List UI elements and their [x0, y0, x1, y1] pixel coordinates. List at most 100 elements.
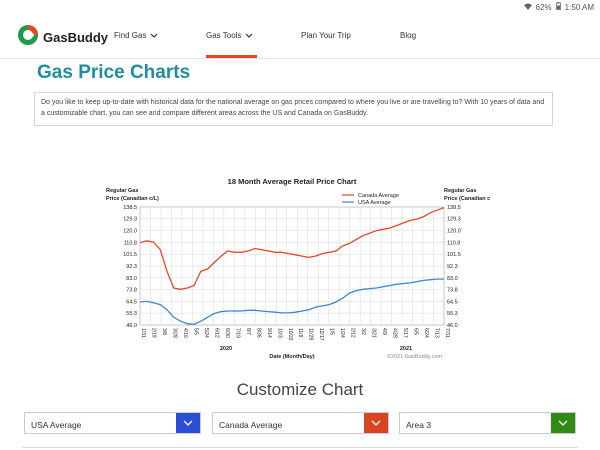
battery-icon — [555, 2, 561, 12]
battery-level: 62% — [535, 2, 552, 12]
x-tick-label: 2/19 — [150, 328, 156, 338]
x-tick-label: 10/22 — [287, 328, 293, 341]
y-tick-label-right: 92.3 — [447, 264, 458, 270]
x-tick-label: 4/16 — [182, 328, 188, 338]
y-axis-label-right: Price (Canadian c — [444, 196, 490, 202]
gasbuddy-logo-icon — [17, 24, 39, 51]
x-tick-label: 3/8 — [161, 328, 167, 335]
status-bar: 62% 1:50 AM — [0, 0, 600, 14]
nav-blog[interactable]: Blog — [400, 31, 416, 40]
x-tick-label: 6/5 — [413, 328, 419, 335]
divider — [22, 447, 578, 448]
chevron-down-icon — [558, 420, 568, 426]
area-select-2-value: Canada Average — [219, 420, 283, 430]
x-tick-label: 6/30 — [224, 328, 230, 338]
clock: 1:50 AM — [564, 2, 594, 12]
area-select-1[interactable]: USA Average — [24, 412, 201, 434]
x-tick-label: 7/19 — [234, 328, 240, 338]
y-tick-label-left: 110.8 — [124, 240, 137, 246]
top-navigation: GasBuddy Find Gas Gas Tools Plan Your Tr… — [0, 14, 600, 59]
x-tick-label: 6/12 — [213, 328, 219, 338]
legend-label: Canada Average — [358, 193, 399, 199]
series-line-canada-average — [139, 206, 445, 290]
year-label: 2021 — [400, 346, 412, 352]
nav-gas-tools[interactable]: Gas Tools — [206, 31, 253, 40]
year-label: 2020 — [220, 346, 232, 352]
nav-plan-your-trip[interactable]: Plan Your Trip — [301, 31, 351, 40]
y-tick-label-left: 73.8 — [126, 288, 137, 294]
area-select-3-value: Area 3 — [406, 420, 432, 430]
x-tick-label: 4/28 — [392, 328, 398, 338]
y-tick-label-left: 129.3 — [123, 217, 137, 223]
x-tick-label: 4/9 — [381, 328, 387, 335]
y-tick-label-left: 83.0 — [126, 276, 137, 282]
y-tick-label-left: 92.3 — [126, 264, 137, 270]
y-tick-label-left: 55.3 — [126, 311, 137, 317]
area-select-3-dropdown-button[interactable] — [551, 413, 575, 433]
y-axis-label-left: Price (Canadian c/L) — [106, 196, 159, 202]
chart-title: 18 Month Average Retail Price Chart — [228, 177, 357, 186]
area-select-2-dropdown-button[interactable] — [364, 413, 388, 433]
brand-name: GasBuddy — [43, 30, 109, 45]
page-title: Gas Price Charts — [37, 62, 191, 83]
y-tick-label-right: 120.0 — [447, 229, 461, 235]
x-tick-label: 2/12 — [350, 328, 356, 338]
nav-find-gas[interactable]: Find Gas — [114, 31, 158, 40]
x-tick-label: 1/24 — [339, 328, 345, 338]
chart-credit: ©2021 GasBuddy.com — [387, 353, 442, 360]
x-tick-label: 9/14 — [266, 328, 272, 338]
active-tab-indicator — [206, 55, 257, 58]
area-select-1-value: USA Average — [31, 420, 82, 430]
nav-plan-your-trip-label: Plan Your Trip — [301, 31, 351, 40]
x-tick-label: 1/31 — [140, 328, 146, 338]
gasbuddy-logo[interactable]: GasBuddy — [17, 24, 108, 51]
x-tick-label: 8/7 — [245, 328, 251, 335]
x-axis-label: Date (Month/Day) — [269, 354, 314, 360]
x-tick-label: 1/5 — [329, 328, 335, 335]
nav-blog-label: Blog — [400, 31, 417, 40]
y-tick-label-right: 138.5 — [447, 205, 461, 211]
x-tick-label: 7/31 — [444, 328, 450, 338]
wifi-icon — [523, 3, 532, 12]
price-chart: 18 Month Average Retail Price Chart Regul… — [106, 177, 490, 360]
y-tick-label-right: 55.3 — [447, 311, 458, 317]
y-tick-label-left: 64.5 — [126, 299, 137, 305]
y-tick-label-right: 101.5 — [447, 252, 461, 258]
chevron-down-icon — [245, 31, 253, 40]
series-line-usa-average — [139, 278, 444, 326]
x-tick-label: 3/2 — [360, 328, 366, 335]
x-tick-label: 3/21 — [371, 328, 377, 338]
y-tick-label-left: 138.5 — [123, 205, 137, 211]
x-tick-label: 6/24 — [423, 328, 429, 338]
area-select-1-dropdown-button[interactable] — [176, 413, 200, 433]
intro-text: Do you like to keep up-to-date with hist… — [34, 92, 553, 126]
x-tick-label: 5/24 — [203, 328, 209, 338]
x-tick-label: 5/5 — [192, 328, 198, 335]
area-select-2[interactable]: Canada Average — [212, 412, 389, 434]
chevron-down-icon — [371, 420, 381, 426]
x-tick-label: 11/28 — [308, 328, 314, 340]
customize-heading: Customize Chart — [236, 380, 364, 399]
y-axis-label-right: Regular Gas — [444, 188, 476, 194]
chevron-down-icon — [183, 420, 193, 426]
nav-find-gas-label: Find Gas — [114, 31, 147, 40]
x-tick-label: 5/17 — [402, 328, 408, 338]
x-tick-label: 3/28 — [171, 328, 177, 338]
legend-label: USA Average — [358, 200, 391, 206]
x-tick-label: 10/3 — [276, 328, 282, 338]
y-tick-label-left: 120.0 — [123, 229, 137, 235]
y-tick-label-right: 129.3 — [447, 217, 461, 223]
y-tick-label-right: 64.5 — [447, 299, 458, 305]
area-select-3[interactable]: Area 3 — [399, 412, 576, 434]
x-tick-label: 12/17 — [318, 328, 324, 341]
x-tick-label: 11/9 — [297, 328, 303, 338]
y-tick-label-left: 101.5 — [123, 252, 137, 258]
x-tick-label: 7/13 — [434, 328, 440, 338]
y-tick-label-right: 83.0 — [447, 276, 458, 282]
y-axis-label-left: Regular Gas — [106, 188, 138, 194]
y-tick-label-right: 46.0 — [447, 323, 458, 329]
chevron-down-icon — [150, 31, 158, 40]
y-tick-label-left: 46.0 — [126, 323, 137, 329]
x-tick-label: 8/26 — [255, 328, 261, 338]
y-tick-label-right: 73.8 — [447, 288, 458, 294]
